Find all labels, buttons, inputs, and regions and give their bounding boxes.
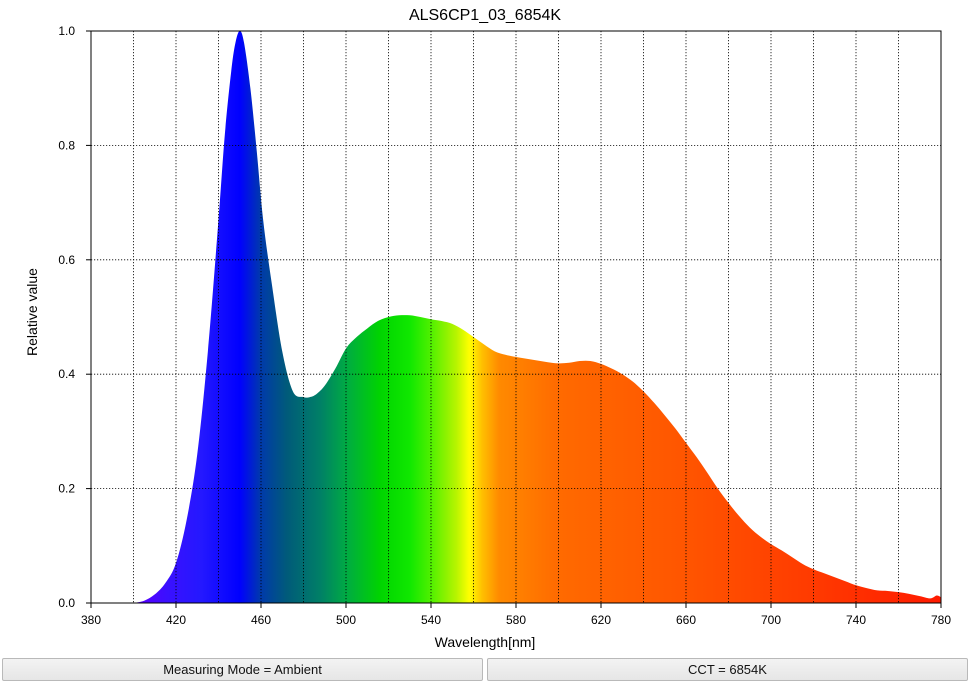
spectrum-area [133, 31, 941, 603]
cct-button[interactable]: CCT = 6854K [487, 658, 968, 681]
measuring-mode-button[interactable]: Measuring Mode = Ambient [2, 658, 483, 681]
x-tick-label: 380 [81, 613, 101, 627]
x-tick-label: 700 [761, 613, 781, 627]
status-bar: Measuring Mode = Ambient CCT = 6854K [0, 658, 970, 683]
y-axis-label: Relative value [24, 268, 40, 356]
y-tick-label: 1.0 [58, 24, 75, 38]
x-tick-label: 500 [336, 613, 356, 627]
y-tick-label: 0.2 [58, 482, 75, 496]
x-tick-label: 580 [506, 613, 526, 627]
y-tick-label: 0.0 [58, 596, 75, 610]
grid [91, 31, 941, 603]
x-tick-label: 620 [591, 613, 611, 627]
chart-title: ALS6CP1_03_6854K [409, 7, 561, 24]
x-tick-label: 740 [846, 613, 866, 627]
x-tick-label: 420 [166, 613, 186, 627]
y-tick-label: 0.4 [58, 367, 75, 381]
y-tick-label: 0.6 [58, 253, 75, 267]
x-axis: 380 420 460 500 540 580 620 660 700 740 780 [81, 603, 951, 627]
x-tick-label: 660 [676, 613, 696, 627]
y-tick-label: 0.8 [58, 138, 75, 152]
x-tick-label: 460 [251, 613, 271, 627]
x-tick-label: 540 [421, 613, 441, 627]
x-axis-label: Wavelength[nm] [435, 634, 536, 650]
spectrum-chart: 380 420 460 500 540 580 620 660 700 740 780 0.0 0.2… [24, 7, 951, 650]
x-tick-label: 780 [931, 613, 951, 627]
y-axis: 0.0 0.2 0.4 0.6 0.8 1.0 [58, 24, 91, 610]
